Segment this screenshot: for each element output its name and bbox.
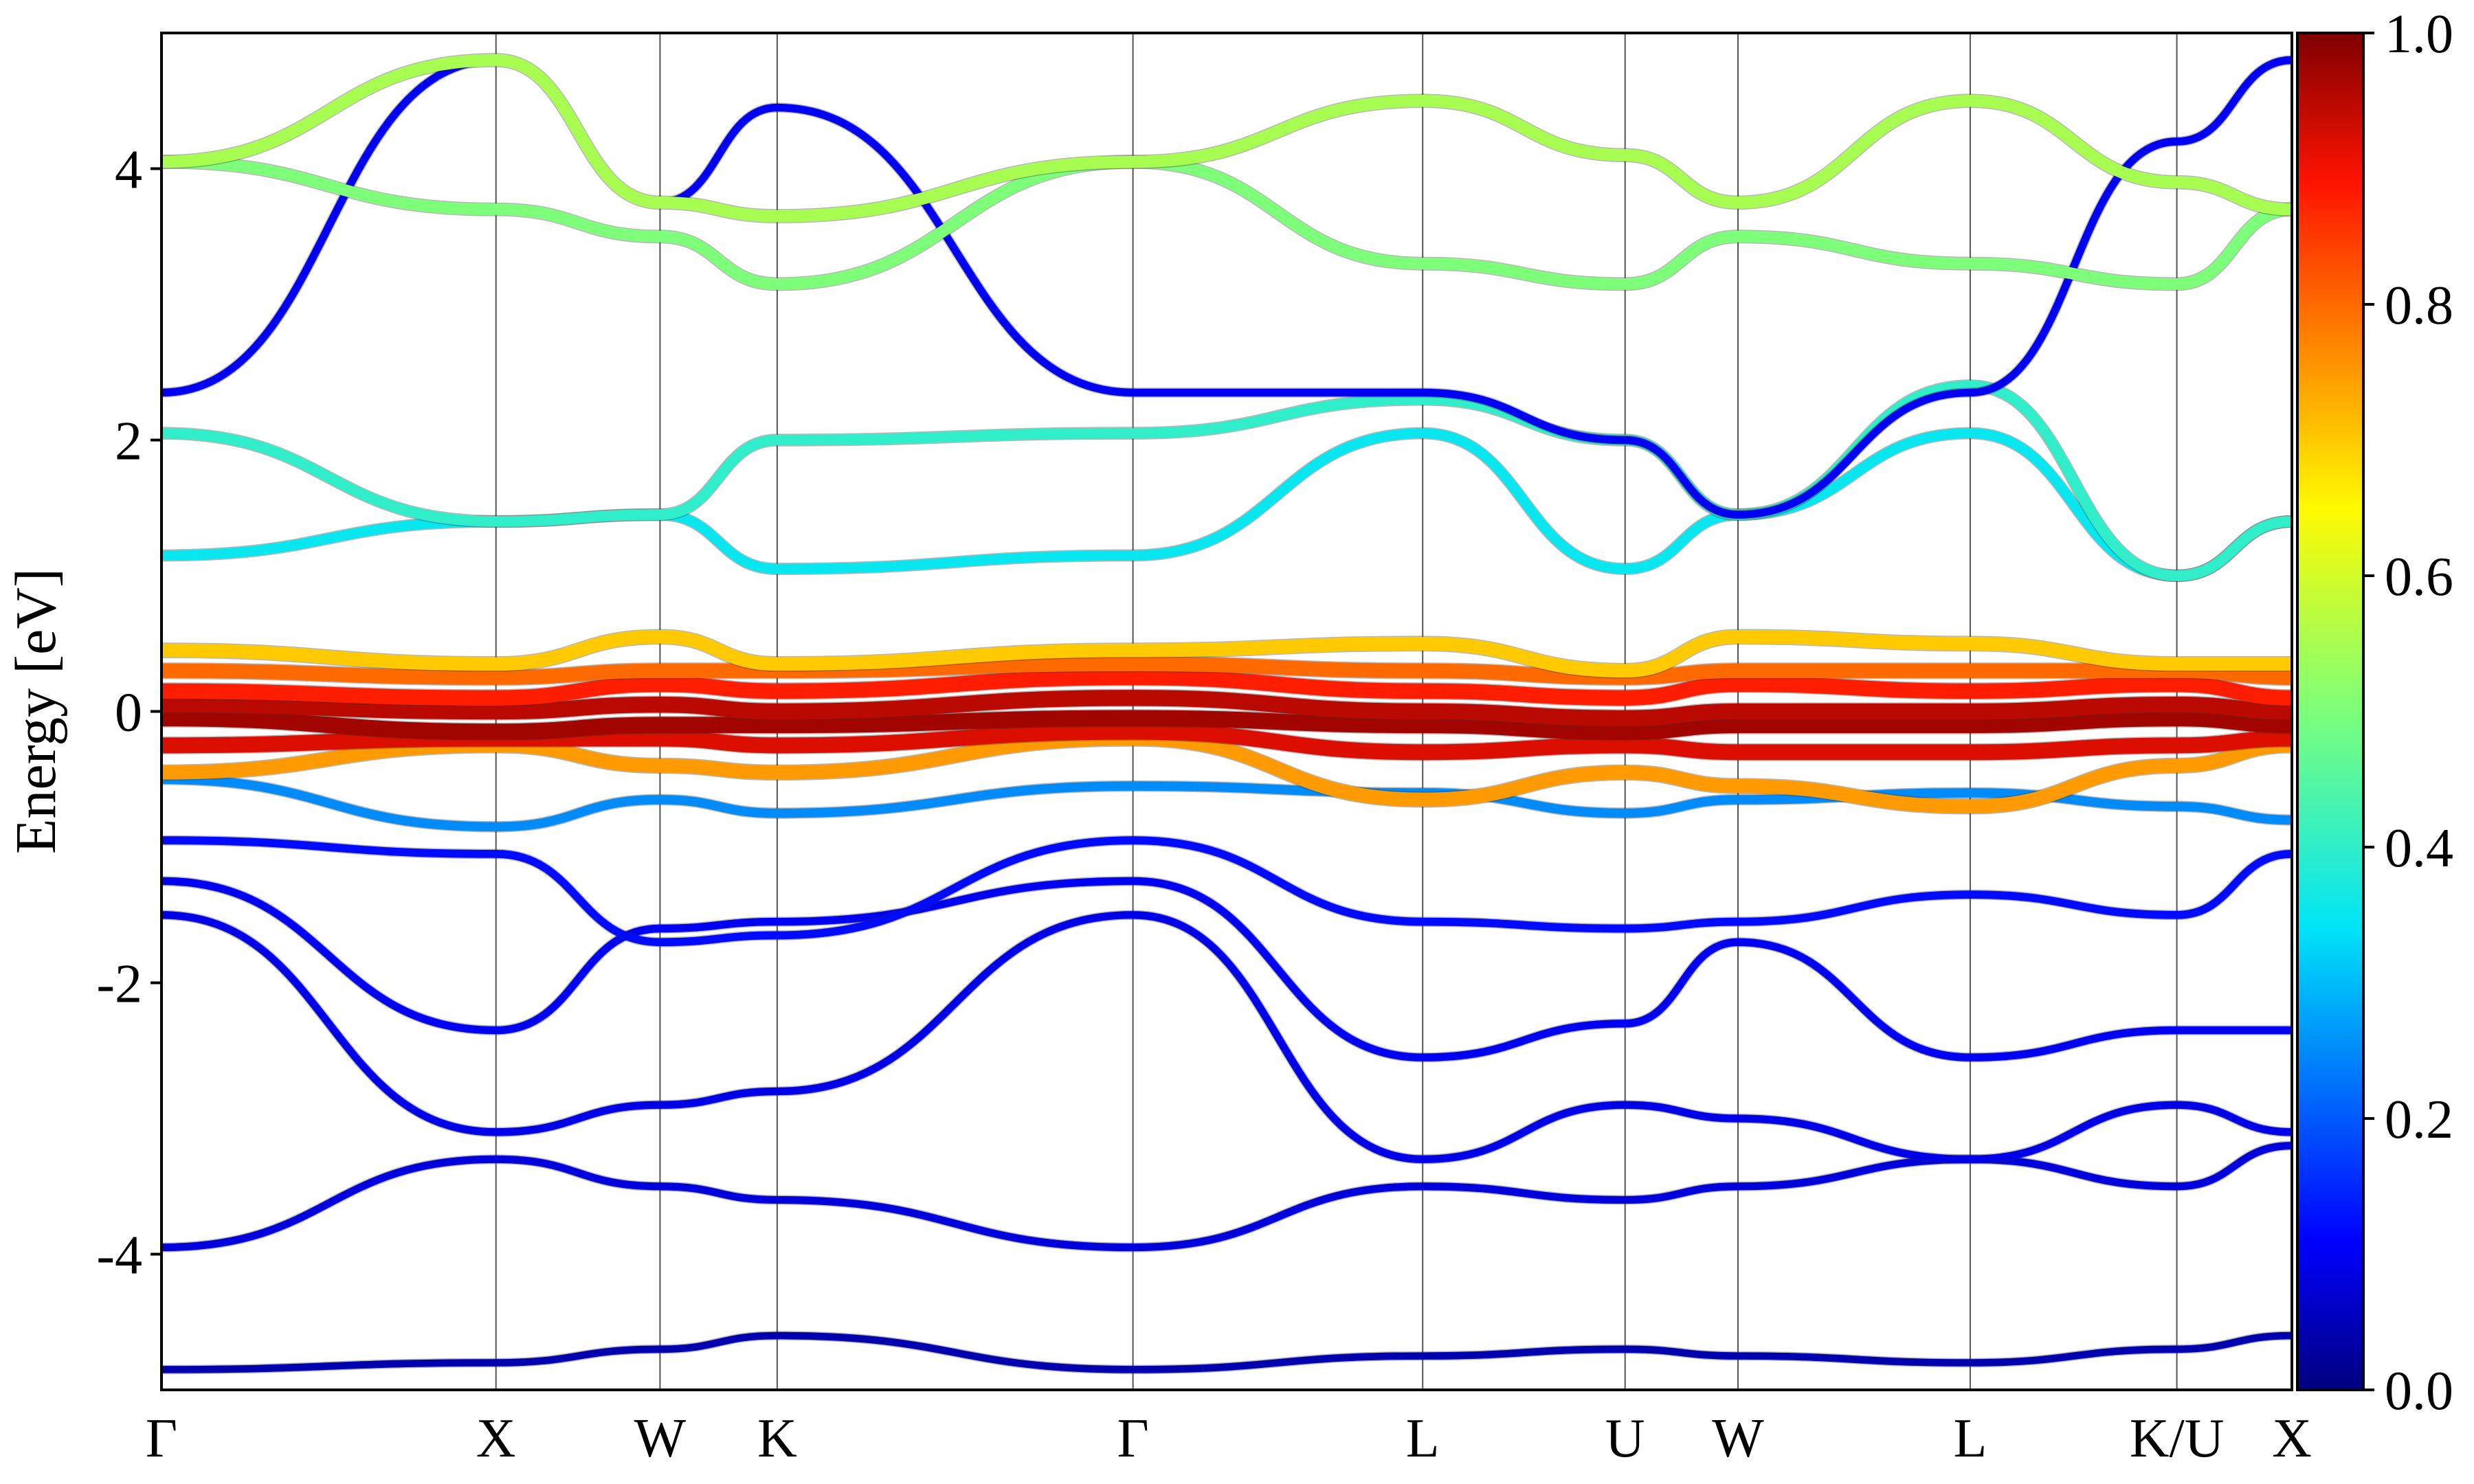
colorbar-tick-label: 0.2	[2385, 1090, 2453, 1150]
band-line	[161, 836, 2292, 947]
x-tick-label: K/U	[2130, 1408, 2225, 1469]
band-outline	[161, 910, 2292, 1165]
band-outline	[161, 379, 2292, 583]
band-line	[161, 669, 2292, 706]
y-tick-label: 0	[115, 683, 142, 743]
band-line	[161, 1141, 2292, 1252]
band-line	[161, 723, 2292, 761]
band-outline	[161, 55, 2292, 520]
colorbar	[2296, 32, 2365, 1391]
band-line	[161, 629, 2292, 678]
band-line	[161, 380, 2292, 581]
x-tick-label: W	[1712, 1408, 1764, 1469]
x-tick-label: L	[1406, 1408, 1440, 1469]
band-outline	[161, 427, 2292, 582]
band-line	[161, 877, 2292, 1061]
band-line	[161, 911, 2292, 1163]
colorbar-tick-label: 0.8	[2385, 276, 2453, 336]
x-tick-label: K	[757, 1408, 797, 1469]
y-axis-title: Energy [eV]	[4, 568, 68, 854]
x-tick-label: L	[1953, 1408, 1987, 1469]
y-tick-label: -4	[96, 1226, 142, 1286]
y-axis-ticks: -4 -2 0 2 4	[96, 140, 161, 1286]
x-tick-label: X	[476, 1408, 516, 1469]
colorbar-ticks: 0.0 0.2 0.4 0.6 0.8 1.0	[2363, 4, 2453, 1421]
colorbar-tick-label: 0.6	[2385, 547, 2453, 607]
x-tick-label: U	[1605, 1408, 1645, 1469]
band-line	[161, 428, 2292, 581]
colorbar-tick-label: 1.0	[2385, 4, 2453, 65]
x-axis-ticks: Γ X W K Γ L U W L K/U X	[146, 1408, 2312, 1469]
colorbar-tick-label: 0.4	[2385, 818, 2453, 879]
y-tick-label: -2	[96, 954, 142, 1015]
x-tick-label: Γ	[1117, 1408, 1148, 1469]
y-tick-label: 2	[115, 412, 142, 472]
band-outline	[161, 53, 2292, 223]
band-line	[161, 1331, 2292, 1373]
band-line	[161, 56, 2292, 519]
band-line	[161, 54, 2292, 223]
x-tick-label: X	[2272, 1408, 2312, 1469]
x-tick-label: W	[634, 1408, 687, 1469]
x-tick-label: Γ	[146, 1408, 177, 1469]
band-line	[161, 710, 2292, 740]
band-line	[161, 156, 2292, 290]
y-tick-label: 4	[115, 140, 142, 201]
band-lines	[161, 53, 2292, 1375]
band-line	[161, 656, 2292, 685]
band-line	[161, 690, 2292, 727]
band-line	[161, 731, 2292, 814]
colorbar-tick-label: 0.0	[2385, 1361, 2453, 1421]
